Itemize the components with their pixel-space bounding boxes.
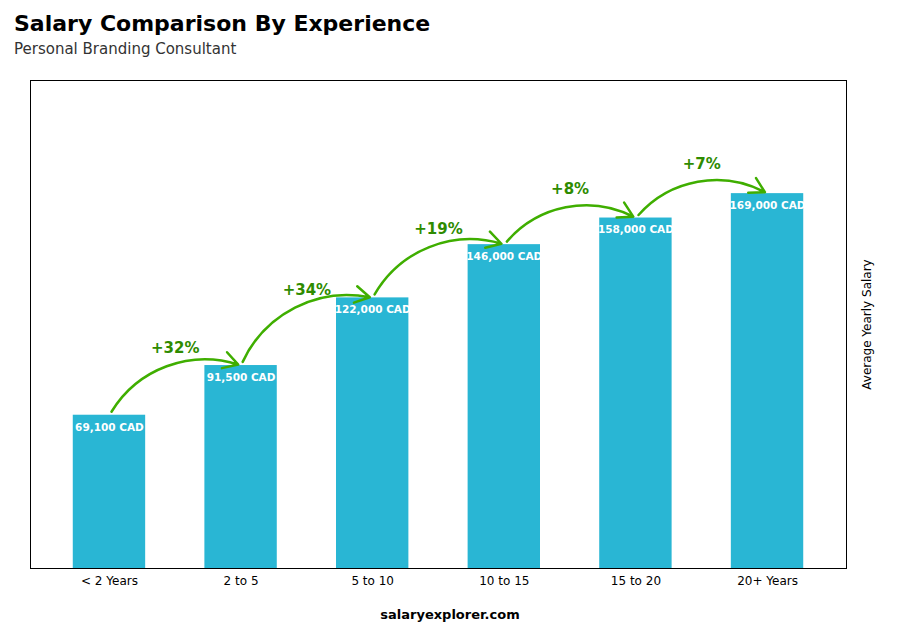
svg-text:+19%: +19% xyxy=(414,220,462,238)
svg-text:10 to 15: 10 to 15 xyxy=(479,574,529,588)
svg-text:146,000 CAD: 146,000 CAD xyxy=(466,250,542,262)
svg-text:91,500 CAD: 91,500 CAD xyxy=(207,371,276,383)
svg-text:5 to 10: 5 to 10 xyxy=(351,574,394,588)
svg-text:122,000 CAD: 122,000 CAD xyxy=(335,303,411,315)
svg-text:158,000 CAD: 158,000 CAD xyxy=(598,223,674,235)
svg-text:2 to 5: 2 to 5 xyxy=(224,574,259,588)
svg-text:+8%: +8% xyxy=(551,180,589,198)
svg-text:169,000 CAD: 169,000 CAD xyxy=(730,199,806,211)
svg-text:+7%: +7% xyxy=(683,155,721,173)
svg-text:69,100 CAD: 69,100 CAD xyxy=(75,421,144,433)
svg-text:15 to 20: 15 to 20 xyxy=(611,574,661,588)
svg-text:Average Yearly Salary: Average Yearly Salary xyxy=(860,259,874,389)
svg-text:20+ Years: 20+ Years xyxy=(737,574,798,588)
svg-text:+34%: +34% xyxy=(283,281,331,299)
svg-text:< 2 Years: < 2 Years xyxy=(81,574,138,588)
html-text:Personal Branding Consultant: Personal Branding Consultant xyxy=(14,40,237,58)
html-text:Salary Comparison By Experienc: Salary Comparison By Experience xyxy=(14,11,431,36)
html-text:salaryexplorer.com: salaryexplorer.com xyxy=(380,607,520,622)
svg-text:+32%: +32% xyxy=(151,339,199,357)
